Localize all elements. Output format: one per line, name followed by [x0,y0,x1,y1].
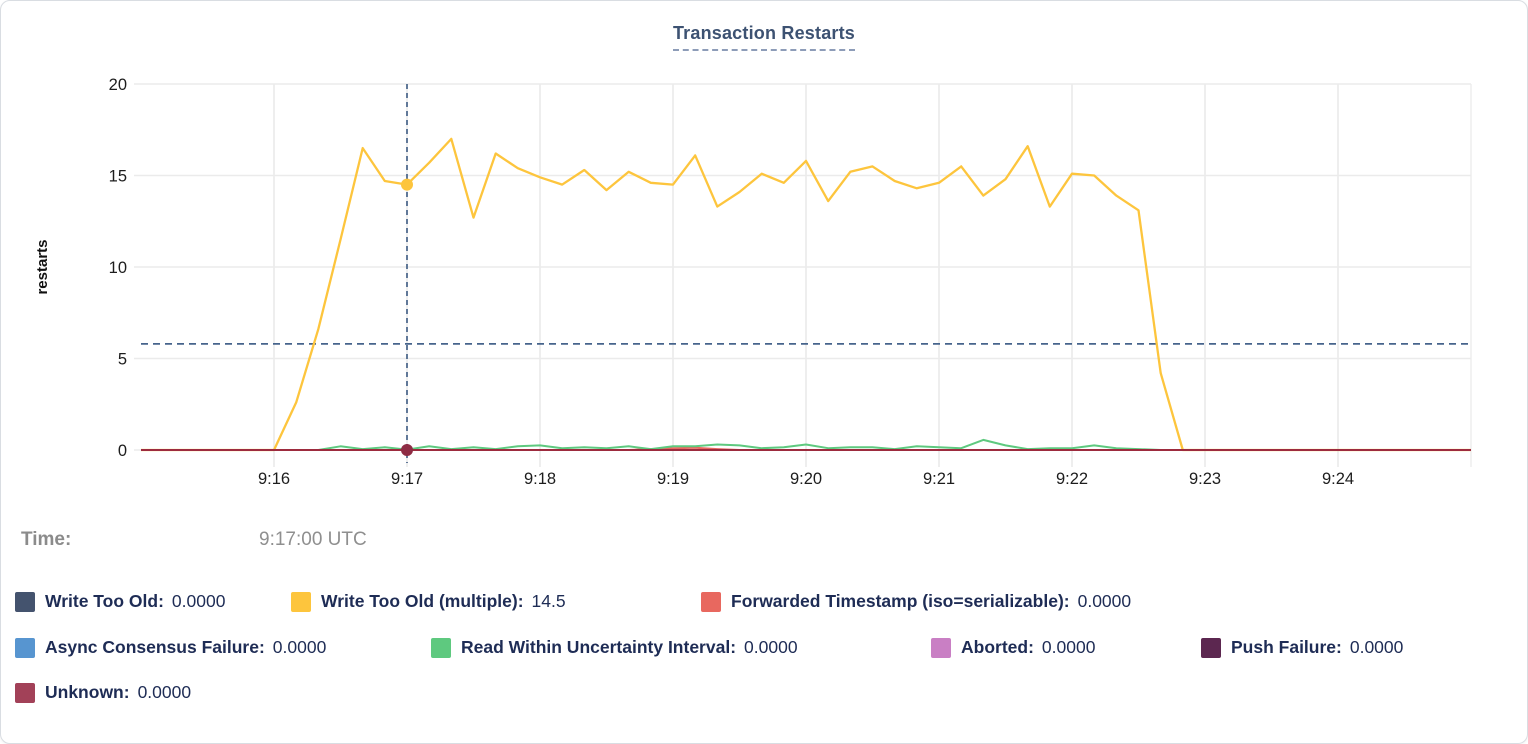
y-tick-label: 20 [109,76,127,94]
legend-item-unknown[interactable]: Unknown: 0.0000 [15,682,191,703]
x-tick-label: 9:22 [1056,470,1088,488]
legend-item-write-too-old-multiple-[interactable]: Write Too Old (multiple): 14.5 [291,591,701,612]
x-tick-label: 9:24 [1322,470,1354,488]
x-tick-label: 9:18 [524,470,556,488]
legend-label: Forwarded Timestamp (iso=serializable): [731,591,1070,611]
time-label: Time: [21,529,72,550]
legend-value: 14.5 [531,591,566,611]
legend-label: Write Too Old: [45,591,164,611]
x-tick-label: 9:23 [1189,470,1221,488]
legend-value: 0.0000 [1349,637,1404,657]
legend-label: Unknown: [45,682,130,702]
legend-item-write-too-old[interactable]: Write Too Old: 0.0000 [15,591,291,612]
legend-swatch-icon [15,591,35,612]
legend-row: Async Consensus Failure: 0.0000 Read Withi… [15,637,1517,658]
legend-label: Read Within Uncertainty Interval: [461,637,737,657]
legend-label: Push Failure: [1231,637,1342,657]
x-tick-label: 9:16 [258,470,290,488]
x-tick-label: 9:20 [790,470,822,488]
legend-item-forwarded-timestamp-iso-serializable-[interactable]: Forwarded Timestamp (iso=serializable): 0… [701,591,1131,612]
legend-swatch-icon [15,682,35,703]
legend-row: Unknown: 0.0000 [15,682,1517,703]
y-axis-title: restarts [34,239,51,294]
legend-swatch-icon [701,591,721,612]
x-tick-label: 9:19 [657,470,689,488]
legend-label: Aborted: [961,637,1034,657]
legend-value: 0.0000 [1077,591,1132,611]
x-tick-label: 9:21 [923,470,955,488]
legend-value: 0.0000 [137,682,192,702]
legend-row: Write Too Old: 0.0000 Write Too Old (multi… [15,591,1517,612]
y-tick-label: 15 [109,168,127,186]
legend-label: Async Consensus Failure: [45,637,265,657]
legend-item-aborted[interactable]: Aborted: 0.0000 [931,637,1201,658]
legend-swatch-icon [15,637,35,658]
legend-item-push-failure[interactable]: Push Failure: 0.0000 [1201,637,1403,658]
legend-swatch-icon [931,637,951,658]
crosshair-dot-write-too-old-multiple-[interactable] [401,178,413,191]
legend-value: 0.0000 [744,637,798,657]
legend-swatch-icon [291,591,311,612]
legend-item-read-within-uncertainty-interval[interactable]: Read Within Uncertainty Interval: 0.0000 [431,637,931,658]
y-tick-label: 5 [118,351,127,369]
legend-swatch-icon [431,637,451,658]
legend-value: 0.0000 [272,637,327,657]
y-tick-label: 0 [118,442,127,460]
legend-value: 0.0000 [171,591,226,611]
x-tick-label: 9:17 [391,470,423,488]
legend-swatch-icon [1201,637,1221,658]
crosshair-dot-unknown[interactable] [401,444,413,456]
chart-title-wrap: Transaction Restarts [1,23,1527,51]
chart-title[interactable]: Transaction Restarts [672,23,856,51]
legend-label: Write Too Old (multiple): [321,591,524,611]
y-tick-label: 10 [109,259,127,277]
transaction-restarts-chart[interactable]: 9:16 9:17 9:18 9:19 9:20 9:21 9:22 9:23 9:24 0 5 10… [1,1,1527,521]
legend-item-async-consensus-failure[interactable]: Async Consensus Failure: 0.0000 [15,637,431,658]
legend-value: 0.0000 [1041,637,1096,657]
time-value: 9:17:00 UTC [259,529,367,550]
